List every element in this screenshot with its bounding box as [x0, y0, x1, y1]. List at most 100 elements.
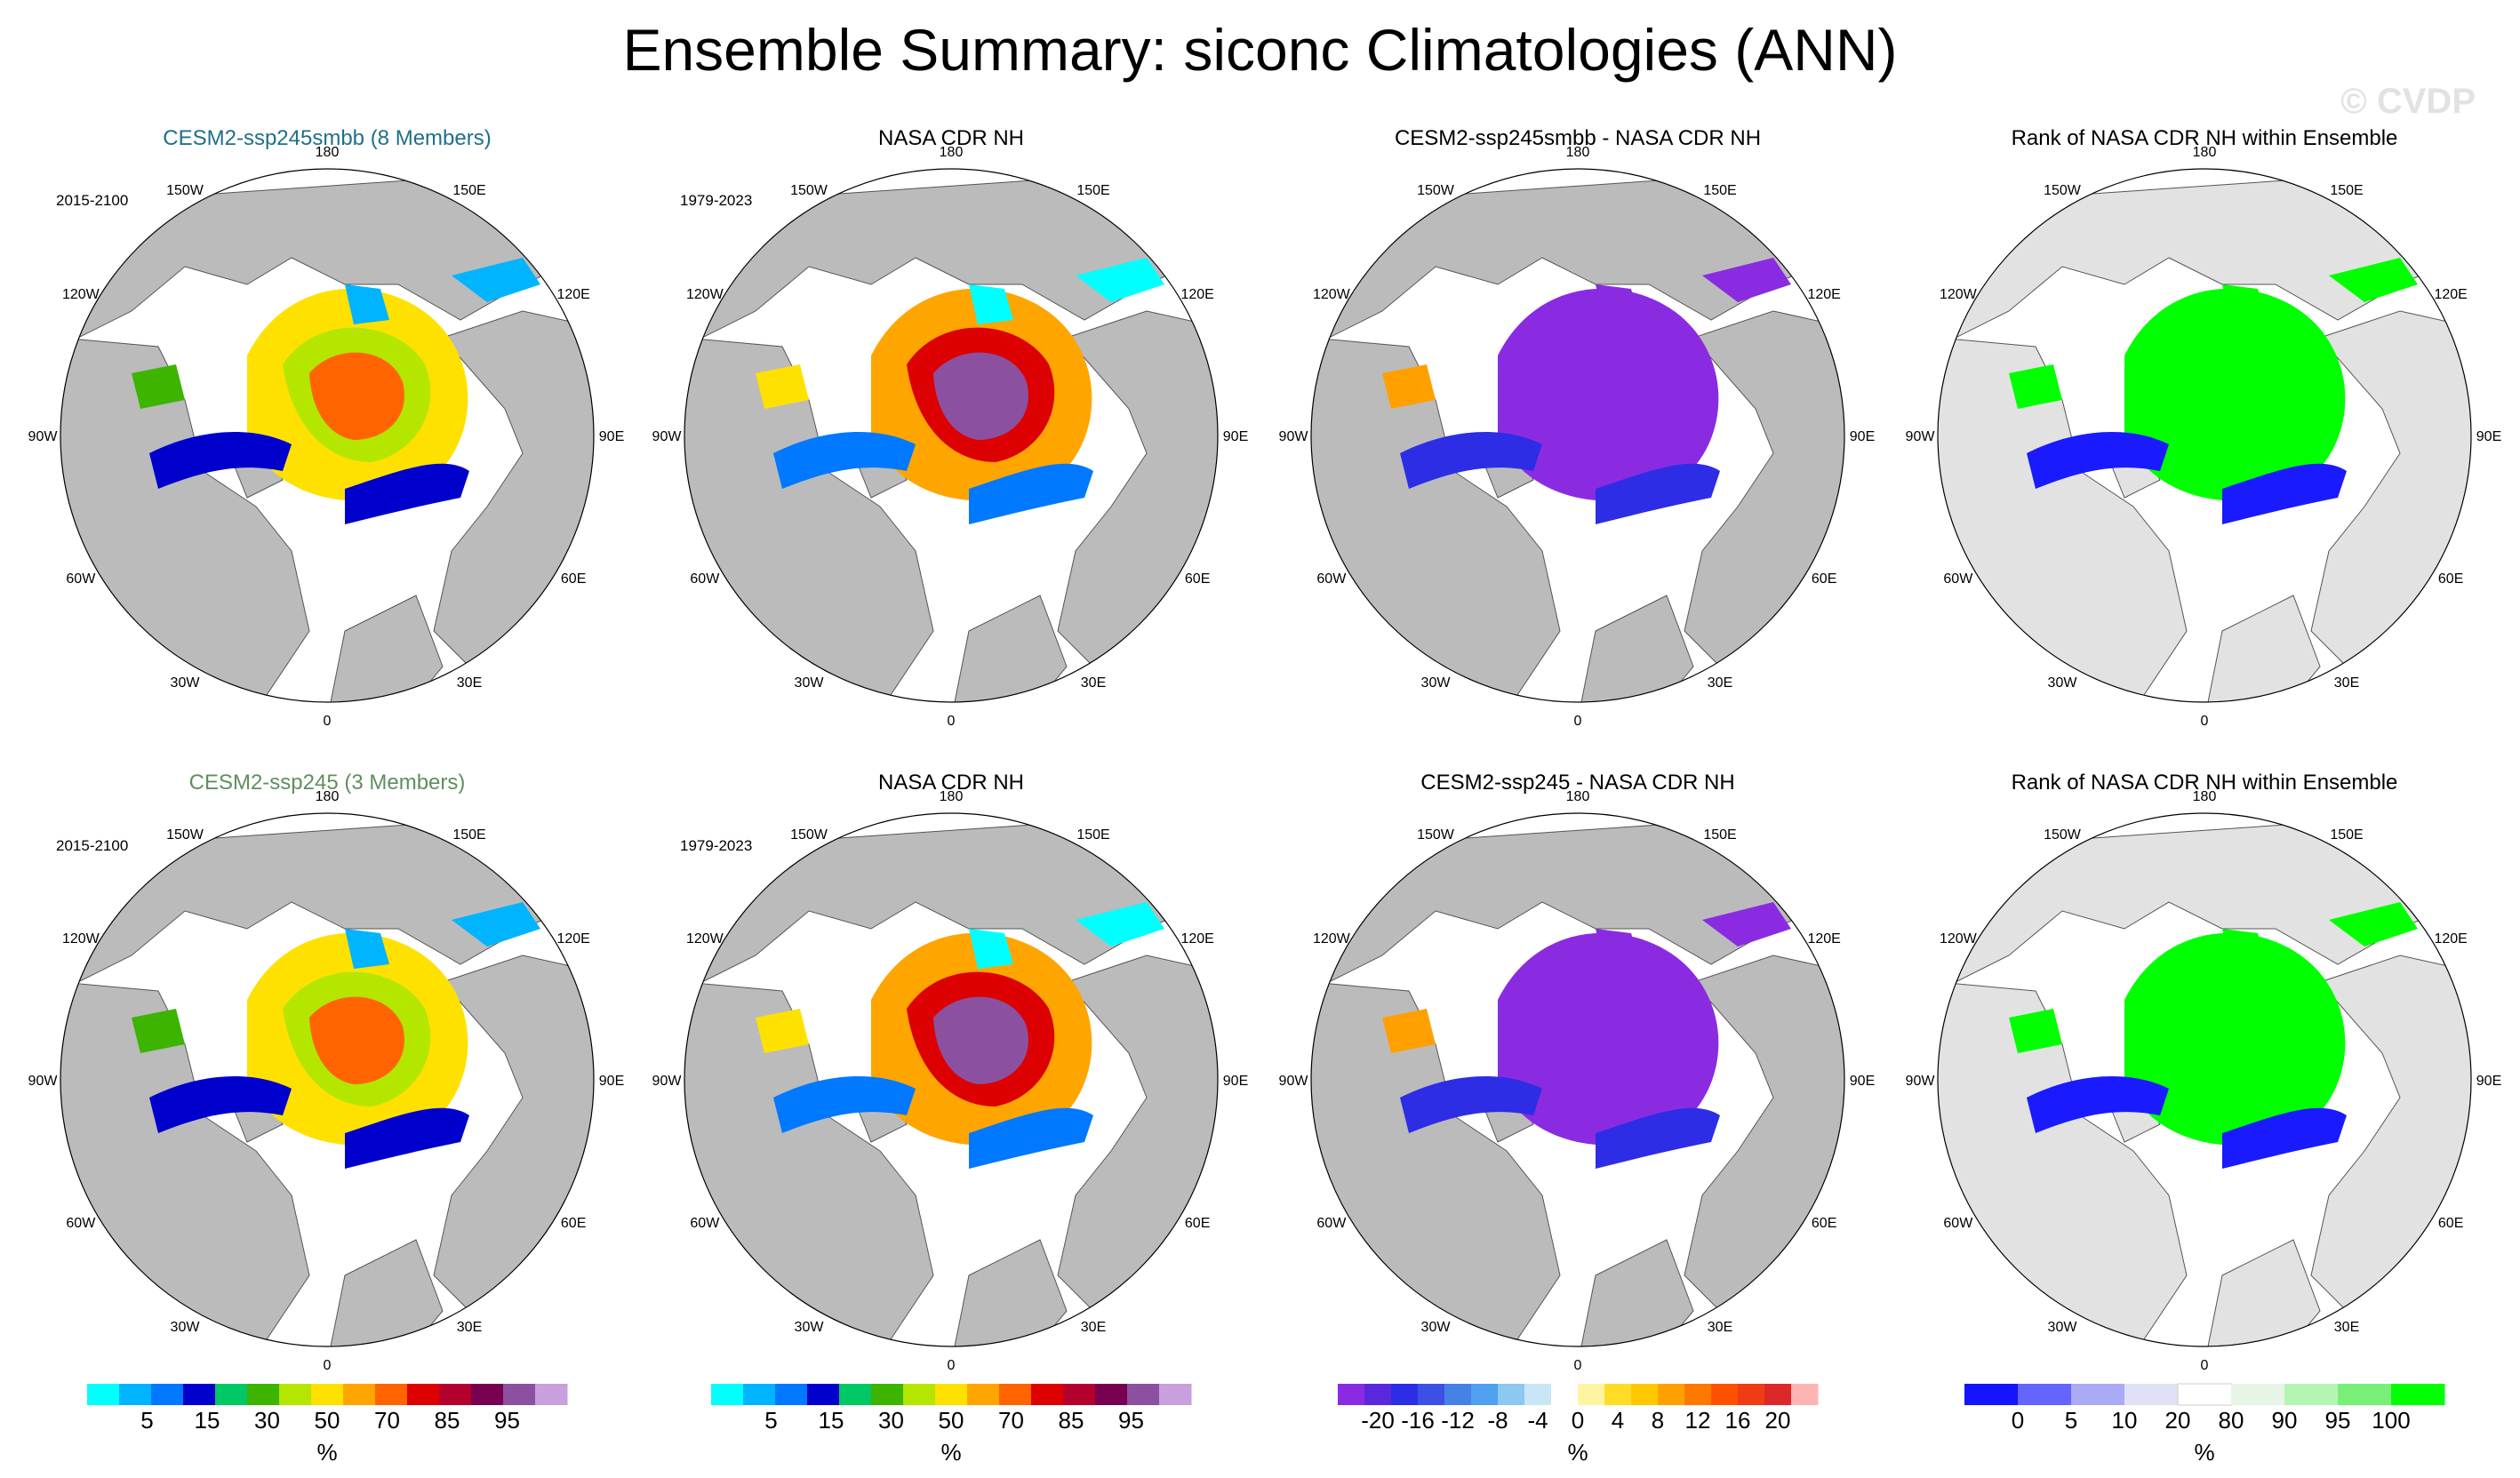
colorbar-tick-label: 5 [2065, 1407, 2077, 1434]
lon-label: 90W [1279, 429, 1309, 444]
colorbar-swatch [343, 1384, 376, 1405]
colorbar-swatch [407, 1384, 440, 1405]
colorbar-swatch [839, 1384, 872, 1405]
colorbar-tick-label: 50 [939, 1407, 964, 1434]
lon-label: 90W [652, 1074, 683, 1089]
diff-panel-title: CESM2-ssp245smbb - NASA CDR NH [1394, 126, 1762, 150]
lon-label: 0 [2201, 1358, 2209, 1373]
lon-label: 0 [1574, 714, 1582, 729]
lon-label: 150E [452, 827, 485, 843]
lon-label: 90W [1906, 429, 1936, 444]
colorbar-swatch [871, 1384, 904, 1405]
colorbar-swatch [775, 1384, 808, 1405]
lon-label: 90E [2476, 1074, 2501, 1089]
colorbar-swatch [119, 1384, 152, 1405]
lon-label: 0 [948, 1358, 956, 1373]
colorbar-swatch [2231, 1384, 2285, 1405]
colorbar-swatch [1391, 1384, 1419, 1405]
lon-label: 30E [2334, 675, 2359, 691]
lon-label: 90W [1279, 1074, 1309, 1089]
obs-period-label: 1979-2023 [680, 192, 753, 209]
lon-label: 60E [2438, 1216, 2463, 1231]
colorbar-tick-label: 50 [315, 1407, 340, 1434]
model-polar-map: 180 150E 120E 90E 60E 30E 0 30W 60W 90W 120W 150W [28, 145, 625, 729]
colorbar-swatch [215, 1384, 248, 1405]
lon-label: 60W [690, 571, 720, 587]
lon-label: 30W [795, 675, 825, 691]
colorbar-tick-label: 15 [195, 1407, 220, 1434]
colorbar-swatch [1764, 1384, 1792, 1405]
colorbar-swatch [87, 1384, 120, 1405]
lon-label: 30E [2334, 1320, 2359, 1335]
lon-label: 120E [556, 931, 589, 947]
colorbar-swatch [471, 1384, 504, 1405]
lon-label: 90E [2476, 429, 2501, 444]
colorbar-swatch [439, 1384, 472, 1405]
colorbar-tick-label: 30 [878, 1407, 904, 1434]
lon-label: 60W [690, 1216, 720, 1231]
colorbar-swatch [1578, 1384, 1605, 1405]
colorbar-swatch [1551, 1384, 1579, 1405]
lon-label: 150W [166, 183, 204, 198]
lon-label: 60E [1812, 1216, 1836, 1231]
obs-panel-title: NASA CDR NH [877, 771, 1025, 795]
lon-label: 60W [1943, 571, 1973, 587]
lon-label: 120E [556, 287, 589, 302]
lon-label: 150E [2330, 827, 2363, 843]
colorbar-swatch [967, 1384, 1000, 1405]
colorbar-swatch [2391, 1384, 2445, 1405]
diff-panel-title: CESM2-ssp245 - NASA CDR NH [1420, 771, 1735, 795]
conc-colorbar: 5 15 30 50 70 85 95% [711, 1384, 1192, 1466]
lon-label: 30W [2048, 1320, 2078, 1335]
lon-label: 120E [2434, 931, 2467, 947]
colorbar-tick-label: 0 [2012, 1407, 2024, 1434]
lon-label: 150W [166, 827, 204, 843]
colorbar-swatch [2018, 1384, 2072, 1405]
colorbar-tick-label: 4 [1612, 1407, 1624, 1434]
lon-label: 60E [2438, 571, 2463, 587]
lon-label: 30E [1708, 675, 1732, 691]
rank-colorbar: 0 5 10 20 80 90 95 100% [1964, 1383, 2445, 1466]
colorbar-swatch [2124, 1384, 2179, 1405]
colorbar-swatch [1444, 1384, 1472, 1405]
colorbar-swatch [247, 1384, 280, 1405]
colorbar-swatch [1095, 1384, 1128, 1405]
colorbar-unit: % [2194, 1439, 2214, 1466]
lon-label: 180 [316, 145, 340, 160]
lon-label: 90W [1906, 1074, 1936, 1089]
lon-label: 120E [1807, 931, 1840, 947]
colorbar-swatch [807, 1384, 840, 1405]
colorbar-tick-label: 95 [1118, 1407, 1144, 1434]
colorbar-swatch [1684, 1384, 1712, 1405]
lon-label: 120E [1180, 931, 1213, 947]
colorbar-tick-label: 10 [2112, 1407, 2138, 1434]
lon-label: 150W [2044, 827, 2082, 843]
lon-label: 60W [66, 571, 96, 587]
colorbar-swatch [1364, 1384, 1392, 1405]
colorbar-swatch [1738, 1384, 1765, 1405]
diff-colorbar: -20 -16 -12 -8 -4 0 4 8 12 16 20% [1338, 1384, 1819, 1466]
lon-label: 150E [2330, 183, 2363, 198]
lon-label: 180 [940, 145, 964, 160]
model-period-label: 2015-2100 [56, 837, 129, 854]
colorbar-swatch [151, 1384, 184, 1405]
lon-label: 150W [790, 827, 828, 843]
colorbar-tick-label: 5 [140, 1407, 153, 1434]
lon-label: 90E [1223, 1074, 1248, 1089]
lon-label: 120W [1313, 931, 1351, 947]
lon-label: 150W [1417, 183, 1455, 198]
lon-label: 90E [599, 1074, 624, 1089]
lon-label: 30E [457, 675, 482, 691]
colorbar-tick-label: 12 [1685, 1407, 1711, 1434]
obs-period-label: 1979-2023 [680, 837, 753, 854]
diff-polar-map: 180 150E 120E 90E 60E 30E 0 30W 60W 90W 120W 150W [1279, 145, 1876, 729]
colorbar-tick-label: 20 [1765, 1407, 1791, 1434]
lon-label: 150W [1417, 827, 1455, 843]
colorbar-swatch [535, 1384, 568, 1405]
lon-label: 0 [2201, 714, 2209, 729]
colorbar-swatch [711, 1384, 744, 1405]
lon-label: 120W [1940, 287, 1978, 302]
page-title: Ensemble Summary: siconc Climatologies (… [622, 17, 1898, 83]
lon-label: 180 [940, 789, 964, 804]
colorbar-tick-label: 15 [819, 1407, 844, 1434]
